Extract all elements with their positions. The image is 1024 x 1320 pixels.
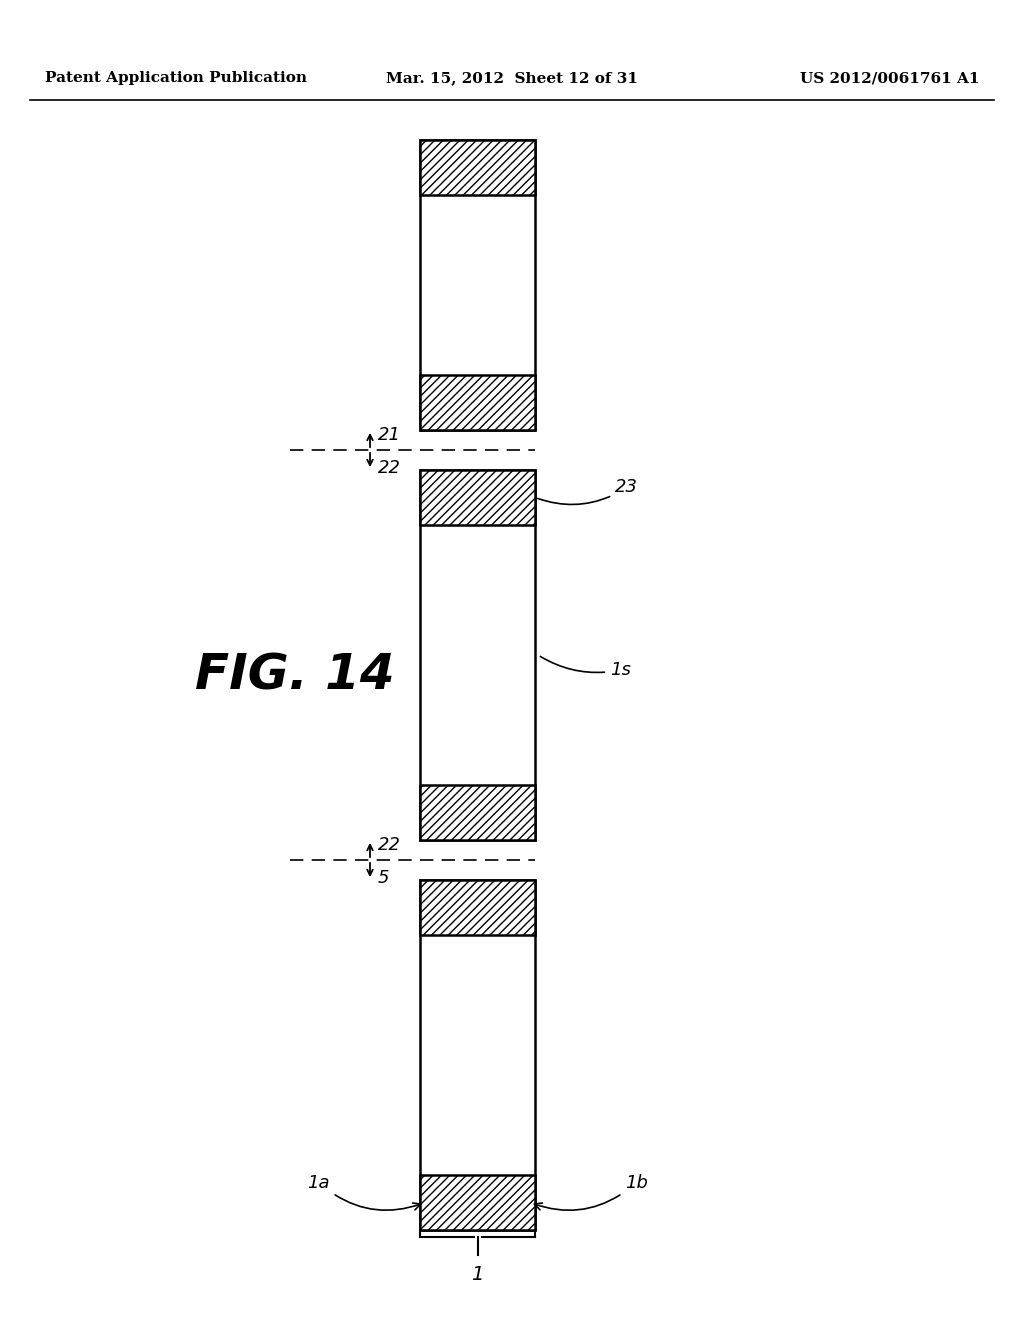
Bar [420, 140, 535, 430]
Text: 22: 22 [378, 459, 401, 477]
Text: 1: 1 [471, 1265, 483, 1284]
Bar [420, 1175, 535, 1230]
Text: US 2012/0061761 A1: US 2012/0061761 A1 [801, 71, 980, 84]
Text: 23: 23 [538, 479, 638, 504]
Text: 1a: 1a [307, 1173, 421, 1210]
Bar [420, 880, 535, 935]
Bar [420, 375, 535, 430]
Bar [420, 785, 535, 840]
Text: 21: 21 [378, 426, 401, 444]
Bar [420, 470, 535, 525]
Text: FIG. 14: FIG. 14 [195, 651, 394, 700]
Bar [420, 470, 535, 840]
Text: 5: 5 [378, 869, 389, 887]
Text: Mar. 15, 2012  Sheet 12 of 31: Mar. 15, 2012 Sheet 12 of 31 [386, 71, 638, 84]
Bar [420, 140, 535, 195]
Text: 1s: 1s [541, 656, 631, 678]
Text: Patent Application Publication: Patent Application Publication [45, 71, 307, 84]
Text: 1b: 1b [535, 1173, 648, 1210]
Text: 22: 22 [378, 836, 401, 854]
Bar [420, 880, 535, 1230]
